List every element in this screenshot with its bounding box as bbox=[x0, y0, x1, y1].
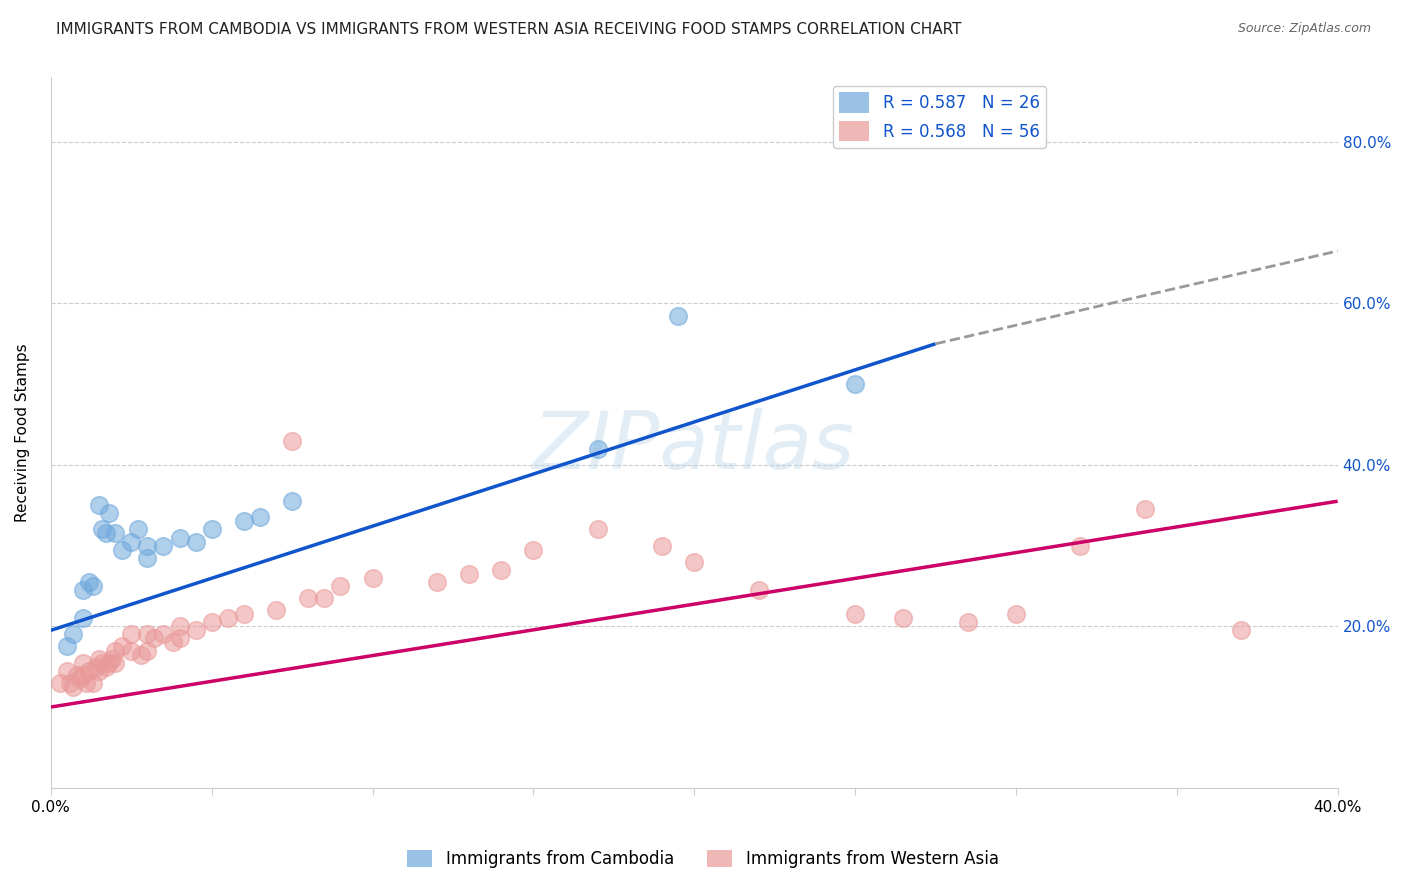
Point bbox=[281, 434, 304, 448]
Point bbox=[120, 627, 142, 641]
Point bbox=[184, 534, 207, 549]
Point bbox=[82, 579, 104, 593]
Point bbox=[458, 566, 481, 581]
Point bbox=[162, 635, 184, 649]
Point bbox=[75, 675, 97, 690]
Point bbox=[97, 506, 120, 520]
Point bbox=[201, 523, 224, 537]
Point bbox=[72, 656, 94, 670]
Point bbox=[361, 571, 384, 585]
Point bbox=[1069, 539, 1091, 553]
Point bbox=[91, 656, 114, 670]
Point bbox=[1005, 607, 1028, 622]
Point bbox=[94, 526, 117, 541]
Point bbox=[97, 656, 120, 670]
Text: ZIPatlas: ZIPatlas bbox=[533, 408, 855, 486]
Point bbox=[142, 632, 165, 646]
Y-axis label: Receiving Food Stamps: Receiving Food Stamps bbox=[15, 343, 30, 522]
Point bbox=[683, 555, 706, 569]
Point bbox=[56, 640, 79, 654]
Point bbox=[101, 651, 124, 665]
Point bbox=[232, 607, 254, 622]
Point bbox=[120, 643, 142, 657]
Point bbox=[651, 539, 673, 553]
Point bbox=[69, 672, 91, 686]
Point bbox=[1133, 502, 1156, 516]
Point bbox=[79, 574, 101, 589]
Legend: Immigrants from Cambodia, Immigrants from Western Asia: Immigrants from Cambodia, Immigrants fro… bbox=[401, 843, 1005, 875]
Point bbox=[136, 539, 159, 553]
Point bbox=[314, 591, 336, 605]
Point bbox=[136, 643, 159, 657]
Point bbox=[152, 539, 174, 553]
Point bbox=[136, 627, 159, 641]
Point bbox=[82, 675, 104, 690]
Point bbox=[844, 607, 866, 622]
Point bbox=[169, 531, 191, 545]
Point bbox=[72, 611, 94, 625]
Point bbox=[748, 582, 770, 597]
Point bbox=[104, 526, 127, 541]
Point bbox=[249, 510, 271, 524]
Point bbox=[72, 667, 94, 681]
Point bbox=[956, 615, 979, 630]
Point bbox=[329, 579, 352, 593]
Point bbox=[129, 648, 152, 662]
Point bbox=[522, 542, 544, 557]
Point bbox=[586, 523, 609, 537]
Point bbox=[232, 515, 254, 529]
Point bbox=[169, 632, 191, 646]
Point bbox=[217, 611, 239, 625]
Point bbox=[62, 680, 84, 694]
Point bbox=[152, 627, 174, 641]
Text: IMMIGRANTS FROM CAMBODIA VS IMMIGRANTS FROM WESTERN ASIA RECEIVING FOOD STAMPS C: IMMIGRANTS FROM CAMBODIA VS IMMIGRANTS F… bbox=[56, 22, 962, 37]
Point bbox=[110, 640, 132, 654]
Point bbox=[91, 523, 114, 537]
Text: Source: ZipAtlas.com: Source: ZipAtlas.com bbox=[1237, 22, 1371, 36]
Point bbox=[281, 494, 304, 508]
Point bbox=[844, 377, 866, 392]
Point bbox=[87, 498, 110, 512]
Point bbox=[127, 523, 149, 537]
Point bbox=[297, 591, 319, 605]
Point bbox=[1230, 624, 1253, 638]
Point bbox=[489, 563, 512, 577]
Point bbox=[84, 659, 107, 673]
Point bbox=[104, 656, 127, 670]
Point bbox=[65, 667, 87, 681]
Point bbox=[49, 675, 72, 690]
Point bbox=[666, 309, 689, 323]
Point bbox=[264, 603, 287, 617]
Point bbox=[72, 582, 94, 597]
Point bbox=[94, 659, 117, 673]
Point bbox=[87, 664, 110, 678]
Point bbox=[104, 643, 127, 657]
Point bbox=[201, 615, 224, 630]
Legend: R = 0.587   N = 26, R = 0.568   N = 56: R = 0.587 N = 26, R = 0.568 N = 56 bbox=[832, 86, 1046, 148]
Point bbox=[62, 627, 84, 641]
Point bbox=[184, 624, 207, 638]
Point bbox=[87, 651, 110, 665]
Point bbox=[891, 611, 914, 625]
Point bbox=[56, 664, 79, 678]
Point bbox=[110, 542, 132, 557]
Point bbox=[59, 675, 82, 690]
Point bbox=[120, 534, 142, 549]
Point bbox=[586, 442, 609, 456]
Point bbox=[426, 574, 449, 589]
Point bbox=[136, 550, 159, 565]
Point bbox=[169, 619, 191, 633]
Point bbox=[79, 664, 101, 678]
